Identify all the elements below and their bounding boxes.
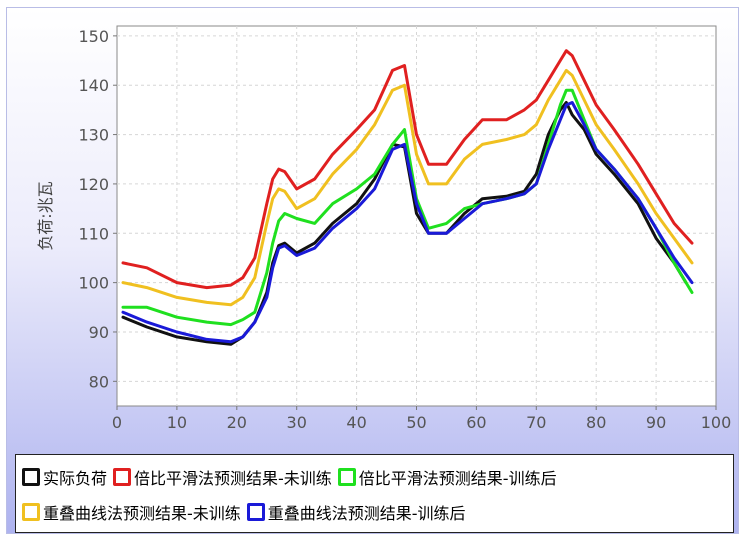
y-tick-label: 140 bbox=[78, 76, 109, 95]
legend-item-overlap-untrained: 重叠曲线法预测结果-未训练 bbox=[22, 500, 241, 524]
y-tick-label: 120 bbox=[78, 175, 109, 194]
x-tick-label: 60 bbox=[466, 413, 486, 432]
y-tick-label: 80 bbox=[89, 372, 109, 391]
x-tick-label: 0 bbox=[112, 413, 122, 432]
series-line-3 bbox=[121, 68, 694, 307]
x-tick-label: 10 bbox=[167, 413, 187, 432]
x-tick-label: 70 bbox=[526, 413, 546, 432]
series-line-1 bbox=[121, 49, 694, 290]
legend-label: 倍比平滑法预测结果-训练后 bbox=[358, 469, 557, 488]
legend-item-overlap-trained: 重叠曲线法预测结果-训练后 bbox=[246, 500, 466, 524]
axes: 0 10 20 30 40 50 60 70 80 90 100 80 90 100 110 120 130 14… bbox=[78, 27, 731, 432]
legend-swatch-black bbox=[22, 468, 40, 486]
y-tick-label: 110 bbox=[78, 224, 109, 243]
legend-item-ratio-trained: 倍比平滑法预测结果-训练后 bbox=[337, 465, 557, 489]
x-tick-label: 80 bbox=[586, 413, 606, 432]
legend-label: 实际负荷 bbox=[43, 469, 108, 488]
line-chart: 0 10 20 30 40 50 60 70 80 90 100 80 90 100 110 120 130 14… bbox=[36, 25, 731, 432]
series-layer bbox=[121, 49, 694, 346]
x-tick-label: 90 bbox=[646, 413, 666, 432]
legend-swatch-yellow bbox=[22, 503, 40, 521]
legend-item-actual-load: 实际负荷 bbox=[22, 465, 107, 489]
chart-frame: 0 10 20 30 40 50 60 70 80 90 100 80 90 100 110 120 130 14… bbox=[6, 7, 739, 534]
x-tick-label: 30 bbox=[287, 413, 307, 432]
legend-row-1: 实际负荷 倍比平滑法预测结果-未训练 倍比平滑法预测结果-训练后 bbox=[22, 465, 563, 489]
y-axis-label: 负荷:兆瓦 bbox=[36, 181, 55, 250]
y-tick-label: 130 bbox=[78, 126, 109, 145]
legend-item-ratio-untrained: 倍比平滑法预测结果-未训练 bbox=[113, 465, 332, 489]
series-line-4 bbox=[121, 101, 694, 344]
legend: 实际负荷 倍比平滑法预测结果-未训练 倍比平滑法预测结果-训练后 重叠曲线法预测… bbox=[15, 454, 734, 533]
legend-label: 重叠曲线法预测结果-未训练 bbox=[43, 504, 241, 523]
legend-label: 重叠曲线法预测结果-训练后 bbox=[267, 504, 466, 523]
y-tick-label: 100 bbox=[78, 274, 109, 293]
x-tick-label: 100 bbox=[701, 413, 732, 432]
y-tick-label: 150 bbox=[78, 27, 109, 46]
x-tick-label: 20 bbox=[227, 413, 247, 432]
y-tick-label: 90 bbox=[89, 323, 109, 342]
x-tick-label: 40 bbox=[346, 413, 366, 432]
legend-swatch-blue bbox=[246, 503, 265, 521]
x-tick-label: 50 bbox=[406, 413, 426, 432]
legend-row-2: 重叠曲线法预测结果-未训练 重叠曲线法预测结果-训练后 bbox=[22, 500, 472, 524]
legend-swatch-green bbox=[337, 468, 356, 486]
legend-label: 倍比平滑法预测结果-未训练 bbox=[134, 469, 332, 488]
legend-swatch-red bbox=[113, 468, 132, 486]
